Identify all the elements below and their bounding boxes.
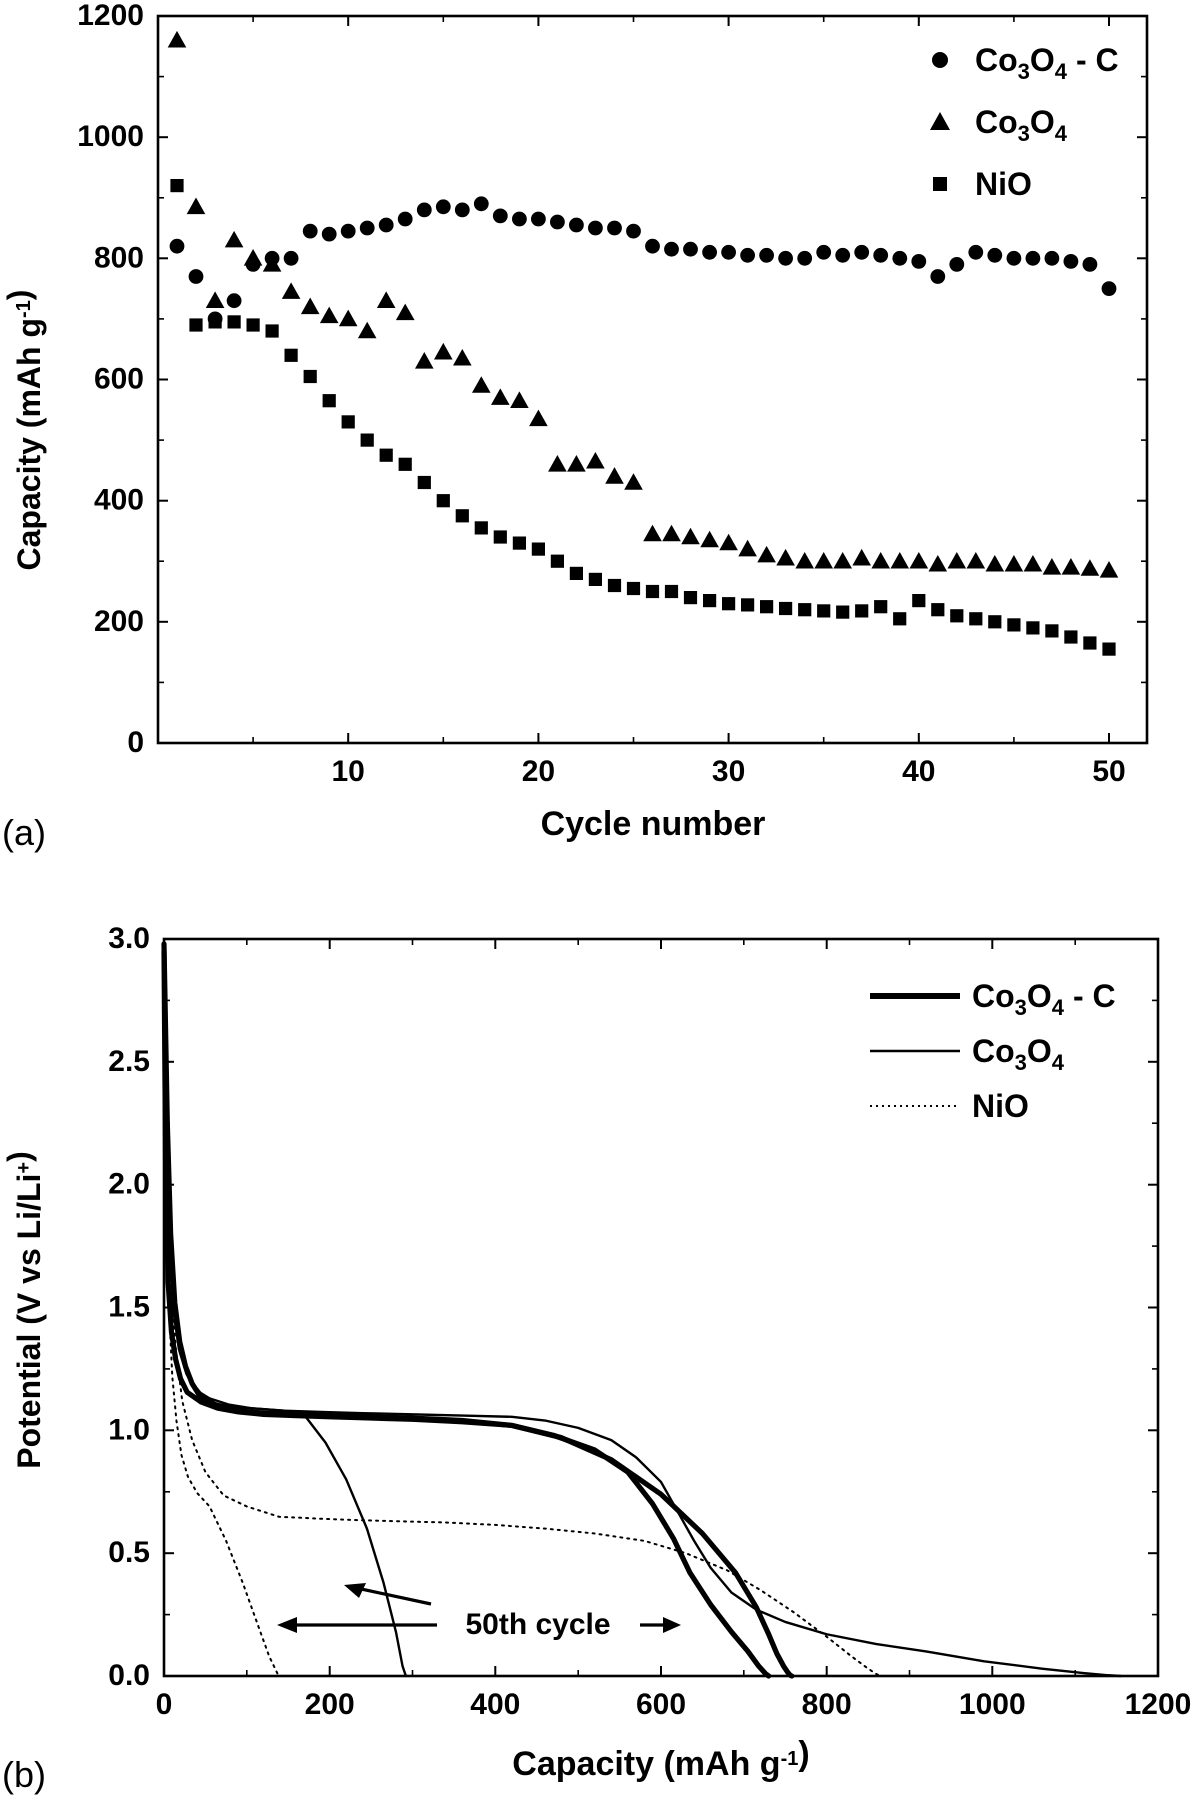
svg-text:1.5: 1.5 xyxy=(108,1291,150,1324)
svg-text:1.0: 1.0 xyxy=(108,1413,150,1446)
svg-text:1000: 1000 xyxy=(77,120,144,153)
svg-text:3.0: 3.0 xyxy=(108,922,150,955)
svg-text:30: 30 xyxy=(712,755,745,788)
svg-text:0.0: 0.0 xyxy=(108,1659,150,1692)
svg-text:0.5: 0.5 xyxy=(108,1536,150,1569)
svg-text:1200: 1200 xyxy=(77,0,144,32)
svg-text:NiO: NiO xyxy=(972,1088,1029,1124)
svg-text:1000: 1000 xyxy=(959,1688,1026,1721)
svg-text:40: 40 xyxy=(902,755,935,788)
svg-text:1200: 1200 xyxy=(1125,1688,1192,1721)
svg-text:800: 800 xyxy=(94,241,144,274)
svg-text:50th cycle: 50th cycle xyxy=(465,1608,610,1641)
svg-text:200: 200 xyxy=(94,605,144,638)
svg-text:200: 200 xyxy=(305,1688,355,1721)
svg-text:(a): (a) xyxy=(2,812,46,853)
svg-text:Co3O4 - C: Co3O4 - C xyxy=(972,978,1116,1020)
svg-text:Cycle number: Cycle number xyxy=(541,805,766,843)
svg-text:0: 0 xyxy=(156,1688,173,1721)
svg-text:600: 600 xyxy=(94,363,144,396)
svg-text:2.5: 2.5 xyxy=(108,1045,150,1078)
svg-text:400: 400 xyxy=(470,1688,520,1721)
svg-text:10: 10 xyxy=(332,755,365,788)
svg-text:800: 800 xyxy=(802,1688,852,1721)
svg-text:0: 0 xyxy=(127,726,144,759)
svg-text:400: 400 xyxy=(94,484,144,517)
svg-text:(b): (b) xyxy=(2,1754,46,1795)
svg-text:2.0: 2.0 xyxy=(108,1168,150,1201)
svg-text:Co3O4 - C: Co3O4 - C xyxy=(975,42,1119,84)
svg-text:600: 600 xyxy=(636,1688,686,1721)
svg-text:20: 20 xyxy=(522,755,555,788)
svg-text:50: 50 xyxy=(1092,755,1125,788)
svg-text:NiO: NiO xyxy=(975,166,1032,202)
